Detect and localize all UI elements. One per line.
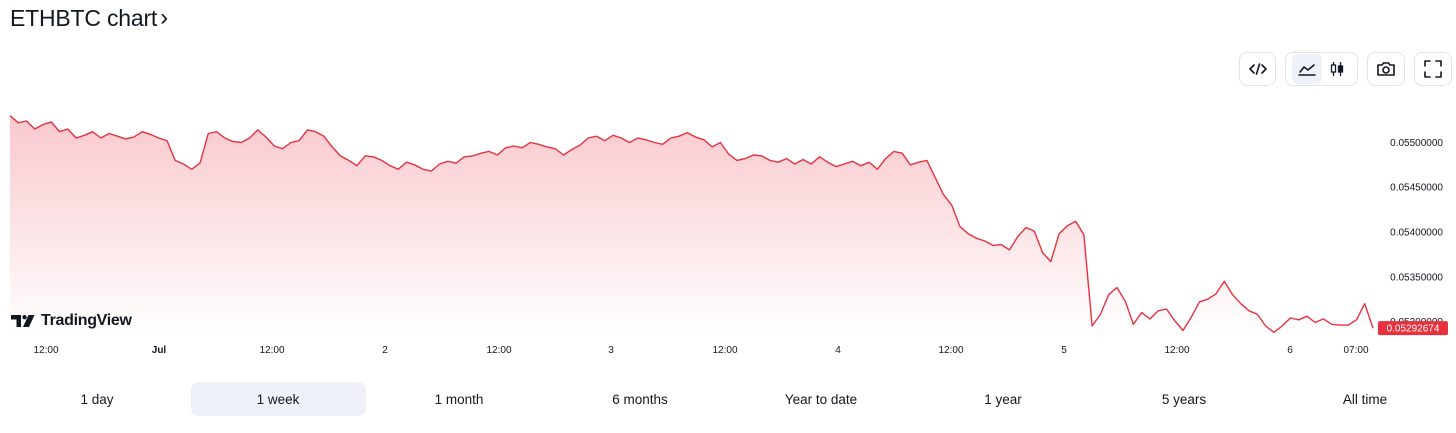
x-tick-label: 12:00 [259,345,284,356]
x-tick-label: 12:00 [938,345,963,356]
chart-style-switch [1285,52,1358,86]
time-range-selector: 1 day 1 week 1 month 6 months Year to date 1 … [0,382,1456,416]
fullscreen-icon [1424,60,1442,78]
line-chart-icon [1297,64,1316,76]
chevron-right-icon: › [160,3,168,31]
tradingview-logo-text: TradingView [41,312,132,329]
tradingview-logo[interactable]: TradingView [11,312,132,330]
range-button-1-year[interactable]: 1 year [984,391,1022,407]
x-tick-label: 2 [382,345,388,356]
last-price-label: 0.05292674 [1387,324,1440,335]
chart-title[interactable]: ETHBTC chart › [10,3,168,32]
x-tick-label: 4 [835,345,841,356]
x-tick-label: 12:00 [33,345,58,356]
fullscreen-button[interactable] [1414,52,1452,86]
x-tick-label: 12:00 [712,345,737,356]
price-line [9,115,1374,334]
price-chart[interactable]: 0.05500000 0.05450000 0.05400000 0.05350000… [0,95,1456,365]
price-area [10,115,1373,335]
range-button-1-week[interactable]: 1 week [190,382,366,416]
candlestick-button[interactable] [1322,54,1352,84]
x-tick-label: 12:00 [486,345,511,356]
x-tick-label: 3 [608,345,614,356]
x-tick-label: 6 [1287,345,1293,356]
line-chart-button[interactable] [1291,54,1322,84]
range-button-1-month[interactable]: 1 month [434,391,484,407]
range-button-1-day[interactable]: 1 day [80,391,114,407]
candlestick-icon [1330,62,1343,76]
y-tick-label: 0.05350000 [1390,272,1443,283]
x-tick-label: 12:00 [1164,345,1189,356]
y-tick-label: 0.05450000 [1390,183,1443,194]
y-tick-label: 0.05500000 [1390,138,1443,149]
y-tick-label: 0.05400000 [1390,228,1443,239]
chart-title-text: ETHBTC chart [10,5,158,31]
range-button-6-months[interactable]: 6 months [612,391,668,407]
range-button-year-to-date[interactable]: Year to date [784,391,858,407]
screenshot-button[interactable] [1367,52,1405,86]
embed-button[interactable] [1239,52,1276,86]
x-tick-label: 07:00 [1343,345,1368,356]
range-button-5-years[interactable]: 5 years [1161,391,1207,407]
range-button-all-time[interactable]: All time [1342,391,1388,407]
tradingview-logo-icon [11,315,35,327]
x-tick-label: 5 [1061,345,1067,356]
last-price-badge [1378,321,1448,336]
camera-icon [1377,62,1395,76]
x-tick-label: Jul [152,345,167,356]
code-icon [1248,63,1267,75]
